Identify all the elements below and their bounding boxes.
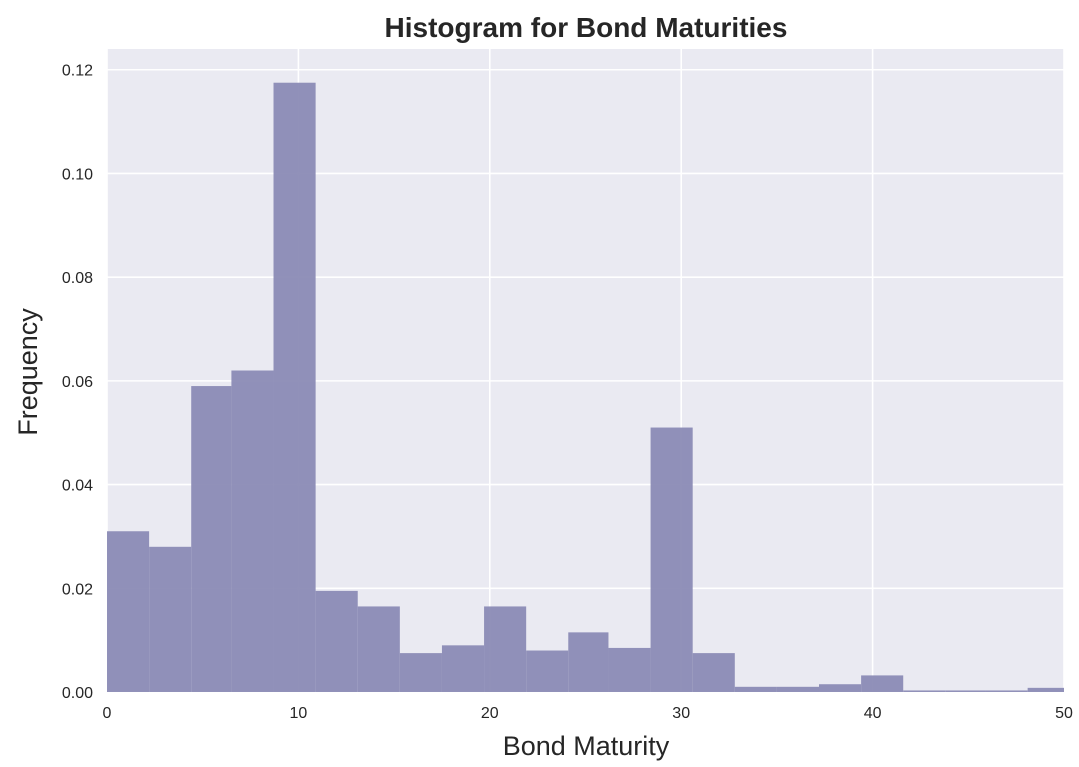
x-axis-label: Bond Maturity bbox=[503, 731, 670, 761]
y-tick-label: 0.02 bbox=[62, 581, 93, 598]
histogram-bar bbox=[903, 690, 946, 692]
histogram-bar bbox=[650, 427, 693, 692]
y-tick-label: 0.08 bbox=[62, 270, 93, 287]
histogram-bar bbox=[819, 684, 862, 692]
histogram-bar bbox=[107, 531, 150, 692]
histogram-bar bbox=[441, 645, 485, 692]
histogram-bar bbox=[985, 690, 1028, 692]
histogram-bar bbox=[399, 653, 442, 692]
x-tick-label: 30 bbox=[672, 705, 690, 722]
x-tick-label: 20 bbox=[481, 705, 499, 722]
histogram-bar bbox=[945, 690, 986, 692]
x-tick-label: 10 bbox=[290, 705, 308, 722]
y-tick-label: 0.06 bbox=[62, 374, 93, 391]
histogram-bar bbox=[526, 650, 569, 692]
histogram-bar bbox=[692, 653, 735, 692]
histogram-bar bbox=[315, 590, 358, 692]
tick-layer: 0.00 0.02 0.04 0.06 0.08 0.10 0.12 0 10 20 30 40 50 bbox=[62, 63, 1073, 722]
histogram-bar bbox=[231, 370, 274, 692]
chart-title: Histogram for Bond Maturities bbox=[385, 12, 788, 43]
histogram-bar bbox=[568, 632, 609, 692]
histogram-bar bbox=[1027, 687, 1064, 692]
bar-layer bbox=[107, 82, 1064, 693]
histogram-bar bbox=[357, 606, 400, 692]
histogram-bar bbox=[484, 606, 527, 692]
histogram-bar bbox=[273, 82, 316, 693]
histogram-bar bbox=[734, 686, 777, 692]
histogram-bar bbox=[776, 686, 820, 692]
y-tick-label: 0.04 bbox=[62, 478, 93, 495]
y-tick-label: 0.10 bbox=[62, 166, 93, 183]
y-tick-label: 0.12 bbox=[62, 63, 93, 80]
y-tick-label: 0.00 bbox=[62, 685, 93, 702]
histogram-bar bbox=[191, 386, 232, 692]
x-tick-label: 40 bbox=[864, 705, 882, 722]
histogram-bar bbox=[861, 675, 904, 692]
histogram-bar bbox=[608, 647, 651, 692]
x-tick-label: 50 bbox=[1055, 705, 1073, 722]
x-tick-label: 0 bbox=[103, 705, 112, 722]
y-axis-label: Frequency bbox=[13, 308, 43, 436]
histogram-bar bbox=[149, 546, 192, 692]
